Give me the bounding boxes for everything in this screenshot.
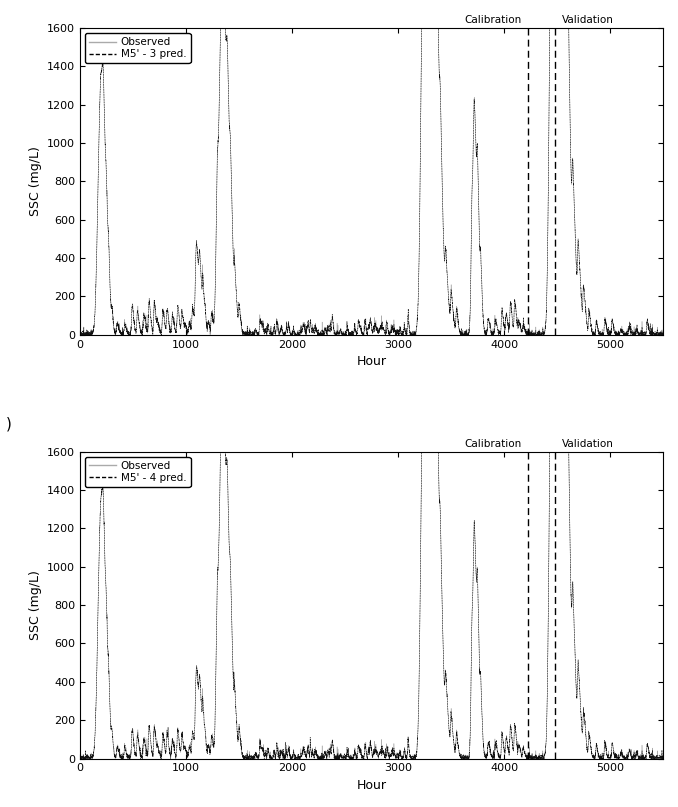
X-axis label: Hour: Hour (357, 779, 386, 792)
Legend: Observed, M5' - 4 pred.: Observed, M5' - 4 pred. (85, 457, 191, 487)
Text: Validation: Validation (562, 439, 614, 449)
X-axis label: Hour: Hour (357, 355, 386, 368)
Text: Calibration: Calibration (464, 439, 521, 449)
Y-axis label: SSC (mg/L): SSC (mg/L) (28, 570, 41, 640)
Legend: Observed, M5' - 3 pred.: Observed, M5' - 3 pred. (85, 33, 191, 64)
Y-axis label: SSC (mg/L): SSC (mg/L) (28, 146, 41, 216)
Text: Validation: Validation (562, 15, 614, 25)
Text: ): ) (5, 416, 12, 431)
Text: Calibration: Calibration (464, 15, 521, 25)
